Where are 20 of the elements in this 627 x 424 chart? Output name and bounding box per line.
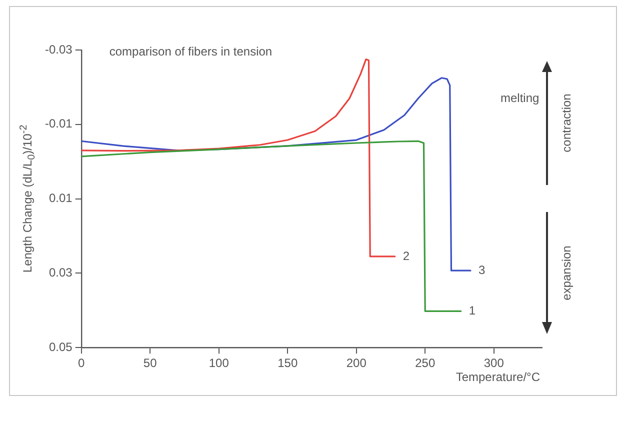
y-tick-label: -0.01 xyxy=(44,116,73,131)
y-tick-label: 0.03 xyxy=(48,266,73,280)
x-tick-label: 250 xyxy=(415,356,436,370)
x-tick-label: 0 xyxy=(78,356,86,370)
y-tick-label: 0.05 xyxy=(48,340,73,354)
x-axis-title: Temperature/°C xyxy=(456,370,540,384)
x-tick-label: 150 xyxy=(278,356,298,370)
annotation: melting xyxy=(500,91,540,105)
text: expansion xyxy=(558,246,573,300)
y-tick-label: -0.03 xyxy=(44,42,73,56)
x-tick-label: 200 xyxy=(346,356,367,370)
text: contraction xyxy=(558,94,573,152)
x-tick-label: 50 xyxy=(143,356,158,370)
x-tick-label: 300 xyxy=(484,356,504,370)
series-label: 1 xyxy=(468,303,476,318)
x-tick-label: 100 xyxy=(208,356,230,370)
y-tick-label: 0.01 xyxy=(48,191,73,206)
chart-title: comparison of fibers in tension xyxy=(109,44,272,58)
series-label: 2 xyxy=(402,248,410,263)
series-label: 3 xyxy=(478,262,486,277)
